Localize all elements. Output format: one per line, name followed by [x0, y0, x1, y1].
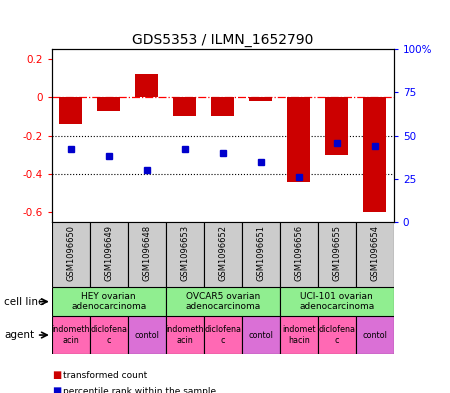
Text: indomet
hacin: indomet hacin: [282, 325, 315, 345]
Bar: [128, 316, 166, 354]
Bar: [242, 316, 280, 354]
Bar: [280, 316, 318, 354]
Bar: [166, 222, 204, 287]
Text: contol: contol: [248, 331, 273, 340]
Text: diclofena
c: diclofena c: [318, 325, 355, 345]
Bar: [280, 222, 318, 287]
Text: agent: agent: [4, 330, 35, 340]
Text: GSM1096656: GSM1096656: [294, 225, 303, 281]
Bar: [212, 97, 234, 116]
Text: GSM1096652: GSM1096652: [218, 225, 227, 281]
Text: transformed count: transformed count: [63, 371, 147, 380]
Bar: [356, 316, 394, 354]
Text: GSM1096649: GSM1096649: [104, 225, 113, 281]
Bar: [204, 316, 242, 354]
Text: ■: ■: [52, 386, 61, 393]
Text: OVCAR5 ovarian
adenocarcinoma: OVCAR5 ovarian adenocarcinoma: [185, 292, 261, 311]
Bar: [280, 287, 394, 316]
Bar: [52, 287, 166, 316]
Text: GSM1096654: GSM1096654: [370, 225, 379, 281]
Bar: [166, 316, 204, 354]
Title: GDS5353 / ILMN_1652790: GDS5353 / ILMN_1652790: [132, 33, 314, 47]
Text: percentile rank within the sample: percentile rank within the sample: [63, 387, 216, 393]
Text: GSM1096653: GSM1096653: [180, 225, 189, 281]
Bar: [204, 222, 242, 287]
Bar: [90, 316, 128, 354]
Text: contol: contol: [362, 331, 387, 340]
Text: cell line: cell line: [4, 297, 45, 307]
Bar: [173, 97, 196, 116]
Bar: [90, 222, 128, 287]
Text: diclofena
c: diclofena c: [204, 325, 241, 345]
Text: GSM1096648: GSM1096648: [142, 225, 151, 281]
Bar: [59, 97, 82, 124]
Text: GSM1096651: GSM1096651: [256, 225, 265, 281]
Bar: [242, 222, 280, 287]
Text: HEY ovarian
adenocarcinoma: HEY ovarian adenocarcinoma: [71, 292, 146, 311]
Bar: [318, 222, 356, 287]
Text: GSM1096655: GSM1096655: [332, 225, 341, 281]
Bar: [288, 97, 310, 182]
Bar: [356, 222, 394, 287]
Text: indometh
acin: indometh acin: [51, 325, 90, 345]
Bar: [318, 316, 356, 354]
Bar: [97, 97, 120, 110]
Bar: [363, 97, 386, 213]
Bar: [166, 287, 280, 316]
Text: GSM1096650: GSM1096650: [66, 225, 75, 281]
Bar: [249, 97, 272, 101]
Bar: [128, 222, 166, 287]
Bar: [52, 316, 90, 354]
Bar: [325, 97, 348, 155]
Text: UCI-101 ovarian
adenocarcinoma: UCI-101 ovarian adenocarcinoma: [299, 292, 374, 311]
Bar: [135, 74, 158, 97]
Text: indometh
acin: indometh acin: [166, 325, 204, 345]
Text: contol: contol: [134, 331, 159, 340]
Bar: [52, 222, 90, 287]
Text: diclofena
c: diclofena c: [90, 325, 127, 345]
Text: ■: ■: [52, 370, 61, 380]
